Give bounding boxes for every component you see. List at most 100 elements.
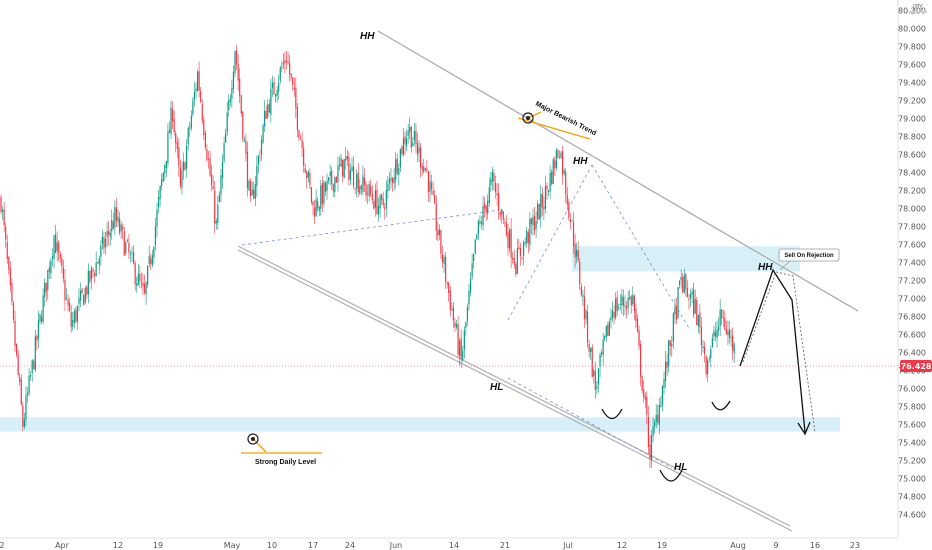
candle-body: [601, 352, 603, 355]
bearish-trendline-upper: [377, 30, 859, 312]
candle-body: [616, 296, 618, 312]
candle-body: [596, 386, 598, 389]
candle-body: [565, 171, 567, 195]
candle-body: [579, 261, 581, 285]
candle-body: [473, 254, 475, 262]
candle-body: [679, 280, 681, 286]
candle-body: [491, 171, 493, 182]
candle-body: [445, 256, 447, 282]
low-arc-1: [601, 408, 623, 420]
candle-body: [84, 288, 86, 303]
candle-body: [449, 290, 451, 311]
candle-body: [590, 347, 592, 352]
candle-body: [437, 230, 439, 236]
candle-body: [148, 255, 150, 265]
x-tick-label: 21: [500, 541, 510, 550]
candle-body: [117, 216, 119, 223]
time-axis[interactable]: 2 Apr 12 19 May 10 17 24 Jun 14 21 Jul 12 19 Aug 9 16 23: [0, 541, 860, 550]
candle-body: [532, 217, 534, 226]
y-tick-label: 76.400: [898, 349, 926, 358]
candle-body: [507, 232, 509, 248]
candle-body: [298, 130, 300, 138]
candle-body: [62, 267, 64, 279]
candle-body: [204, 132, 206, 148]
candle-body: [693, 289, 695, 315]
candle-body: [416, 142, 419, 155]
candle-body: [75, 310, 77, 322]
y-tick-label: 75.800: [898, 403, 926, 412]
candle-body: [26, 392, 29, 396]
candle-body: [682, 277, 684, 292]
candle-body: [691, 291, 693, 295]
candle-body: [672, 313, 674, 342]
candle-body: [349, 170, 352, 180]
candle-body: [524, 242, 526, 244]
candle-body: [317, 201, 319, 209]
candle-body: [633, 295, 635, 312]
candle-body: [721, 309, 723, 319]
candle-body: [150, 258, 152, 265]
candle-body: [718, 326, 720, 331]
candle-body: [438, 229, 440, 235]
candle-body: [446, 282, 448, 285]
candle-body: [295, 87, 297, 109]
candle-body: [354, 187, 356, 189]
candle-body: [201, 104, 203, 121]
candle-body: [101, 236, 103, 244]
candle-body: [289, 63, 291, 74]
candle-body: [502, 211, 504, 220]
candle-body: [69, 303, 71, 311]
candle-body: [348, 156, 350, 181]
dashed-connector: [507, 377, 673, 469]
candle-body: [61, 258, 63, 267]
candle-body: [206, 148, 208, 160]
target-icon-trend: [522, 112, 534, 124]
candle-body: [190, 115, 192, 129]
candle-body: [235, 50, 238, 65]
candle-body: [279, 67, 281, 81]
candle-body: [558, 156, 561, 158]
candle-body: [577, 250, 579, 261]
candle-body: [147, 266, 149, 285]
candle-body: [714, 332, 717, 337]
candle-body: [724, 317, 726, 331]
candle-body: [605, 325, 607, 337]
candle-body: [324, 182, 327, 192]
y-tick-label: 76.000: [898, 385, 926, 394]
candle-body: [70, 312, 72, 327]
candle-body: [480, 221, 483, 224]
candle-body: [529, 218, 531, 245]
candle-body: [53, 235, 55, 259]
candle-body: [318, 207, 320, 211]
hh-label-1: HH: [360, 31, 375, 42]
candle-body: [504, 222, 506, 223]
candle-body: [402, 138, 405, 156]
x-tick-label: Jul: [562, 541, 573, 550]
x-tick-label: 19: [657, 541, 667, 550]
candle-body: [636, 318, 639, 332]
orange-trend-leader: [527, 111, 542, 119]
candle-body: [223, 142, 225, 161]
candle-body: [200, 91, 202, 102]
strong-daily-level-zone: [0, 417, 840, 432]
candle-body: [705, 355, 707, 374]
price-axis[interactable]: 80.20080.00079.80079.60079.40079.20079.0…: [898, 7, 926, 520]
candle-body: [694, 299, 696, 314]
candle-body: [658, 404, 660, 425]
candle-body: [621, 295, 623, 306]
candle-body: [381, 194, 383, 200]
candle-body: [142, 282, 144, 287]
candle-body: [125, 242, 127, 254]
candle-body: [469, 278, 472, 293]
candle-body: [56, 242, 58, 252]
candle-body: [725, 329, 727, 334]
candle-body: [33, 360, 35, 369]
candle-body: [351, 167, 353, 172]
candle-body: [521, 256, 523, 258]
candle-body: [312, 201, 314, 206]
candle-body: [195, 88, 197, 92]
candle-body: [362, 175, 364, 192]
candle-body: [530, 218, 532, 225]
candle-body: [16, 343, 18, 355]
